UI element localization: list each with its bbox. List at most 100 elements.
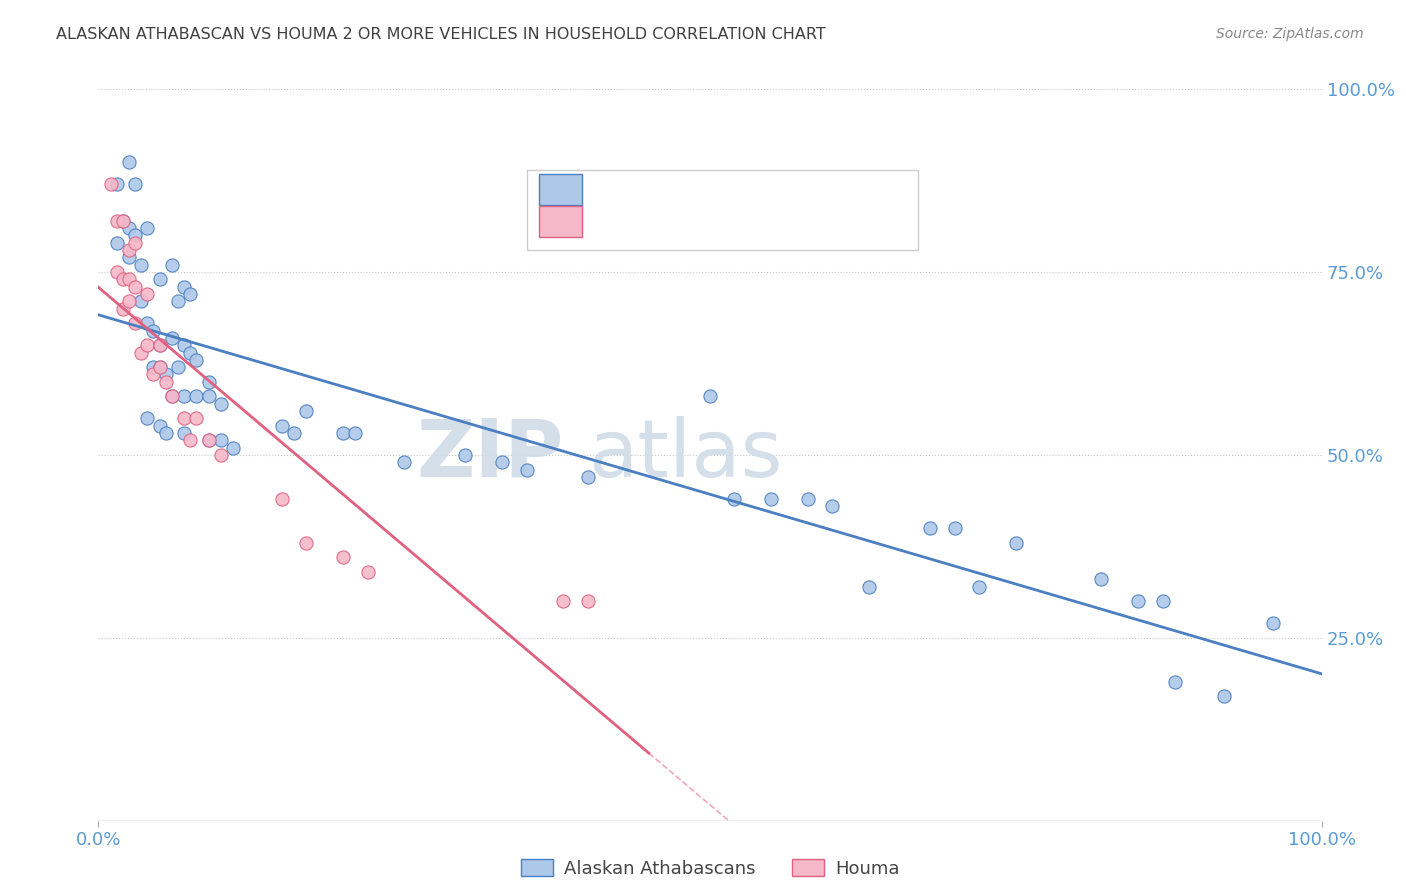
Point [111, 272, 134, 286]
Point [111, 214, 134, 228]
Point [155, 425, 177, 440]
Point [142, 324, 165, 338]
Point [186, 389, 208, 403]
Point [118, 294, 141, 309]
Point [149, 360, 172, 375]
Point [136, 287, 159, 301]
Point [167, 294, 190, 309]
Point [160, 389, 183, 403]
Point [149, 272, 172, 286]
Point [723, 491, 745, 506]
Text: R =  -0.712   N = 66: R = -0.712 N = 66 [596, 179, 773, 198]
Point [111, 214, 134, 228]
Point [118, 272, 141, 286]
Point [111, 301, 134, 316]
Point [197, 389, 219, 403]
Point [155, 368, 177, 382]
Point [270, 418, 294, 433]
Point [1212, 690, 1234, 704]
Point [209, 448, 232, 462]
Point [129, 258, 152, 272]
Point [118, 251, 141, 265]
Point [129, 345, 152, 359]
Point [356, 565, 378, 579]
Point [118, 221, 141, 235]
Point [270, 491, 294, 506]
Point [209, 434, 232, 448]
Point [209, 397, 232, 411]
Point [149, 418, 172, 433]
Point [118, 243, 141, 257]
Point [136, 338, 159, 352]
Text: Source: ZipAtlas.com: Source: ZipAtlas.com [1216, 27, 1364, 41]
Point [142, 368, 165, 382]
Point [179, 434, 201, 448]
Point [124, 316, 146, 330]
Point [553, 594, 575, 608]
Point [105, 265, 128, 279]
Point [515, 462, 537, 476]
Point [173, 279, 195, 293]
Point [105, 214, 128, 228]
Point [179, 345, 201, 359]
Point [142, 360, 165, 375]
Point [1128, 594, 1150, 608]
Point [160, 389, 183, 403]
Point [761, 491, 783, 506]
Point [454, 448, 477, 462]
FancyBboxPatch shape [526, 169, 918, 250]
Point [155, 375, 177, 389]
Point [344, 425, 367, 440]
Point [197, 434, 219, 448]
Point [167, 360, 190, 375]
Point [197, 375, 219, 389]
Point [920, 521, 942, 535]
Point [943, 521, 966, 535]
Point [699, 389, 721, 403]
Legend: Alaskan Athabascans, Houma: Alaskan Athabascans, Houma [513, 852, 907, 885]
Text: ZIP: ZIP [416, 416, 564, 494]
Point [149, 338, 172, 352]
Point [173, 411, 195, 425]
Point [576, 594, 599, 608]
Point [105, 178, 128, 192]
Point [100, 178, 122, 192]
Point [124, 178, 146, 192]
Point [179, 287, 201, 301]
Point [173, 425, 195, 440]
Point [1152, 594, 1174, 608]
Point [105, 235, 128, 250]
Text: atlas: atlas [588, 416, 782, 494]
Point [197, 434, 219, 448]
Point [797, 491, 820, 506]
Point [1164, 674, 1187, 689]
Point [283, 425, 305, 440]
Point [160, 331, 183, 345]
Point [576, 470, 599, 484]
Point [967, 580, 990, 594]
Text: R =  -0.633   N =  31: R = -0.633 N = 31 [596, 212, 779, 230]
Point [222, 441, 245, 455]
Point [821, 499, 844, 513]
Point [129, 294, 152, 309]
Point [186, 352, 208, 367]
Point [136, 411, 159, 425]
FancyBboxPatch shape [538, 206, 582, 237]
FancyBboxPatch shape [538, 174, 582, 205]
Point [136, 221, 159, 235]
Point [392, 455, 416, 469]
Point [295, 404, 318, 418]
Point [332, 425, 354, 440]
Point [124, 228, 146, 243]
Point [173, 338, 195, 352]
Point [332, 550, 354, 565]
Point [118, 155, 141, 169]
Point [149, 360, 172, 375]
Point [173, 389, 195, 403]
Point [136, 316, 159, 330]
Text: ALASKAN ATHABASCAN VS HOUMA 2 OR MORE VEHICLES IN HOUSEHOLD CORRELATION CHART: ALASKAN ATHABASCAN VS HOUMA 2 OR MORE VE… [56, 27, 825, 42]
Point [124, 279, 146, 293]
Point [160, 258, 183, 272]
Point [149, 338, 172, 352]
Point [1090, 572, 1112, 586]
